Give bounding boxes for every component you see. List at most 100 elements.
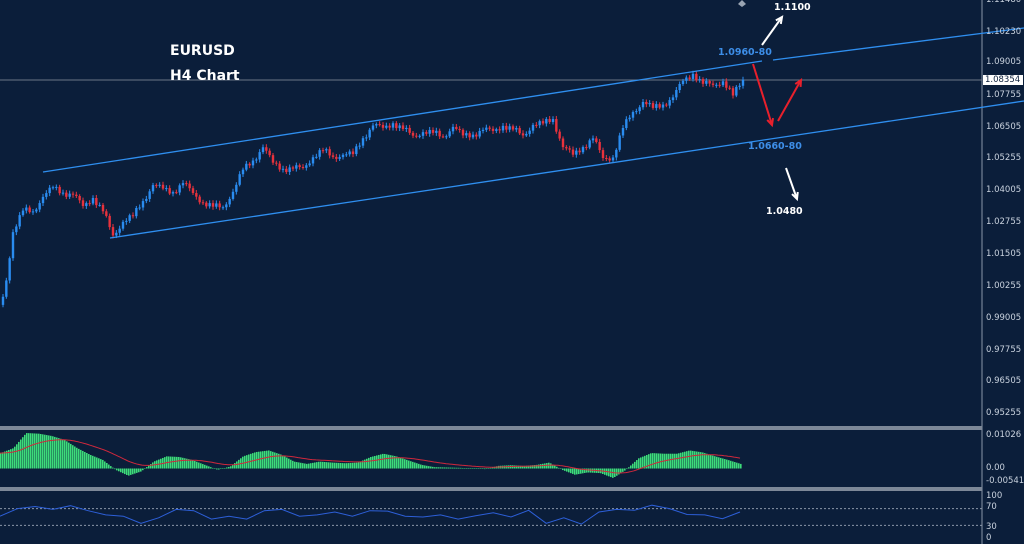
candle-body — [68, 193, 71, 197]
macd-histogram-bar — [86, 452, 88, 469]
candle-body — [531, 124, 535, 131]
candle-body — [58, 186, 61, 194]
macd-histogram-bar — [554, 465, 556, 469]
candle-body — [1, 296, 5, 305]
price-tick-label: 0.97755 — [986, 345, 1022, 355]
macd-histogram-bar — [316, 462, 318, 469]
macd-histogram-bar — [652, 453, 654, 469]
macd-histogram-bar — [380, 454, 382, 469]
macd-histogram-bar — [400, 457, 402, 469]
candle-body — [71, 193, 75, 195]
macd-histogram-bar — [658, 453, 660, 469]
candle-body — [471, 134, 475, 138]
macd-histogram-bar — [280, 454, 282, 469]
macd-histogram-bar — [354, 462, 356, 469]
macd-histogram-bar — [674, 453, 676, 469]
macd-histogram-bar — [418, 463, 420, 469]
macd-histogram-bar — [22, 437, 24, 469]
macd-histogram-bar — [52, 436, 54, 469]
candle-body — [41, 196, 45, 204]
price-tick-label: 1.02755 — [986, 217, 1022, 227]
macd-histogram-bar — [208, 466, 210, 469]
macd-histogram-bar — [520, 465, 522, 469]
macd-histogram-bar — [260, 451, 262, 469]
candle-body — [505, 125, 508, 130]
arrow-down-red-icon — [752, 63, 773, 126]
candle-body — [28, 207, 31, 213]
candle-body — [138, 207, 141, 209]
candle-body — [548, 118, 551, 123]
candle-body — [585, 147, 588, 149]
macd-histogram-bar — [352, 462, 354, 469]
macd-histogram-bar — [642, 456, 644, 469]
macd-histogram-bar — [438, 467, 440, 469]
macd-histogram-bar — [184, 458, 186, 469]
candle-body — [125, 220, 128, 222]
macd-histogram-bar — [216, 468, 218, 470]
macd-histogram-bar — [96, 457, 98, 469]
candle-body — [181, 183, 185, 186]
macd-histogram-bar — [56, 437, 58, 469]
macd-histogram-bar — [480, 468, 482, 469]
candle-body — [428, 129, 431, 134]
channel-upper-line-extension — [772, 27, 1024, 61]
macd-histogram-bar — [390, 455, 392, 469]
macd-histogram-bar — [306, 463, 308, 469]
macd-histogram-bar — [404, 459, 406, 469]
candle-body — [475, 134, 478, 137]
macd-histogram-bar — [428, 466, 430, 469]
rsi-line — [0, 504, 741, 525]
macd-histogram-bar — [88, 454, 90, 469]
macd-histogram-bar — [656, 453, 658, 469]
macd-histogram-bar — [672, 453, 674, 469]
macd-histogram-bar — [584, 468, 586, 473]
candle-body — [371, 125, 375, 130]
macd-histogram-bar — [648, 454, 650, 469]
macd-histogram-bar — [714, 456, 716, 469]
macd-histogram-bar — [578, 468, 580, 475]
arrow-up-white-icon — [761, 16, 783, 46]
macd-histogram-bar — [296, 462, 298, 469]
candle-body — [225, 204, 228, 208]
candle-body — [558, 131, 561, 139]
candle-body — [271, 155, 275, 163]
macd-histogram-bar — [462, 467, 464, 469]
candle-body — [98, 204, 101, 206]
candle-body — [401, 125, 405, 130]
candle-body — [458, 128, 461, 130]
candle-body — [405, 127, 408, 130]
candle-body — [25, 207, 28, 211]
macd-histogram-bar — [72, 445, 74, 469]
candle-body — [645, 102, 648, 105]
price-tick-label: 0.99005 — [986, 313, 1022, 323]
macd-histogram-bar — [526, 465, 528, 469]
macd-histogram-bar — [64, 440, 66, 469]
candle-body — [488, 127, 491, 129]
candle-body — [185, 183, 188, 185]
candle-body — [95, 197, 98, 206]
macd-histogram-bar — [58, 438, 60, 469]
candle-body — [78, 195, 81, 201]
timeframe-title: H4 Chart — [170, 68, 240, 84]
macd-histogram-bar — [258, 451, 260, 469]
candle-body — [625, 119, 628, 128]
macd-histogram-bar — [136, 468, 138, 473]
macd-histogram-bar — [478, 468, 480, 469]
macd-histogram-bar — [366, 458, 368, 469]
macd-histogram-bar — [192, 460, 194, 469]
macd-histogram-bar — [632, 463, 634, 469]
candle-body — [75, 194, 78, 196]
candle-body — [55, 186, 58, 188]
macd-histogram-bar — [688, 450, 690, 469]
candle-body — [375, 124, 378, 126]
macd-histogram-bar — [242, 456, 244, 469]
macd-histogram-bar — [670, 453, 672, 469]
macd-histogram-bar — [148, 465, 150, 469]
macd-histogram-bar — [724, 459, 726, 469]
candle-body — [335, 156, 338, 159]
macd-histogram-bar — [626, 468, 628, 470]
macd-histogram-bar — [134, 468, 136, 474]
candle-body — [495, 129, 498, 131]
macd-histogram-bar — [110, 466, 112, 469]
